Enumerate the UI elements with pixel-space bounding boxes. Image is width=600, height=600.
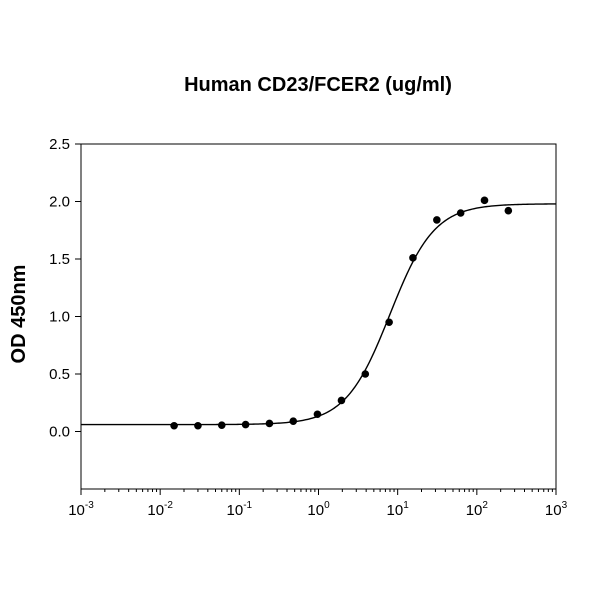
x-tick-label: 10-1	[227, 500, 253, 519]
x-tick-label: 103	[545, 500, 568, 519]
y-tick-label: 0.0	[49, 424, 70, 441]
data-point	[433, 216, 441, 224]
plot-frame	[80, 143, 557, 490]
x-axis-ticks: 10-3 10-2 10-1 100 101 102 103	[68, 489, 568, 519]
data-point	[480, 196, 489, 205]
data-point	[217, 421, 226, 429]
x-tick-label: 10-3	[68, 500, 94, 519]
chart-title: Human CD23/FCER2 (ug/ml)	[184, 74, 452, 96]
data-point	[289, 417, 298, 425]
x-tick-label-exponent: 1	[403, 500, 409, 511]
data-point	[456, 209, 465, 217]
data-points-group	[170, 196, 513, 430]
y-tick-label: 2.5	[49, 136, 70, 153]
x-tick-label-base: 10	[466, 502, 483, 519]
plot-area	[80, 143, 557, 490]
x-tick-label-exponent: -3	[85, 500, 94, 511]
y-tick-label: 2.0	[49, 194, 70, 211]
y-axis-title: OD 450nm	[8, 265, 30, 364]
x-tick-label: 102	[466, 500, 489, 519]
x-tick-label-base: 10	[545, 502, 562, 519]
data-point	[170, 421, 178, 430]
x-tick-label: 10-2	[147, 500, 173, 519]
data-point	[241, 420, 250, 429]
x-tick-label-base: 10	[68, 502, 85, 519]
x-tick-label-exponent: -1	[243, 500, 252, 511]
data-point	[194, 421, 202, 430]
x-tick-label-exponent: -2	[164, 500, 173, 511]
data-point	[337, 396, 346, 405]
data-point	[361, 370, 370, 378]
data-point	[265, 419, 274, 428]
y-tick-label: 1.0	[49, 309, 70, 326]
x-tick-label: 100	[307, 500, 330, 519]
x-tick-label-exponent: 0	[324, 500, 330, 511]
y-tick-label: 0.5	[49, 366, 70, 383]
x-tick-label-base: 10	[147, 502, 164, 519]
data-point	[504, 206, 513, 215]
x-tick-label-exponent: 2	[482, 500, 488, 511]
fit-curve	[81, 203, 557, 426]
fit-curve-group	[81, 203, 557, 426]
x-tick-label-base: 10	[307, 502, 324, 519]
x-tick-label-base: 10	[227, 502, 244, 519]
x-tick-label: 101	[387, 500, 410, 519]
data-point	[409, 254, 417, 262]
x-tick-label-exponent: 3	[562, 500, 568, 511]
y-axis-ticks: 0.0 0.5 1.0 1.5 2.0 2.5	[49, 136, 81, 441]
y-tick-label: 1.5	[49, 251, 70, 268]
x-tick-label-base: 10	[387, 502, 404, 519]
data-point	[313, 410, 322, 419]
data-point	[385, 318, 393, 327]
